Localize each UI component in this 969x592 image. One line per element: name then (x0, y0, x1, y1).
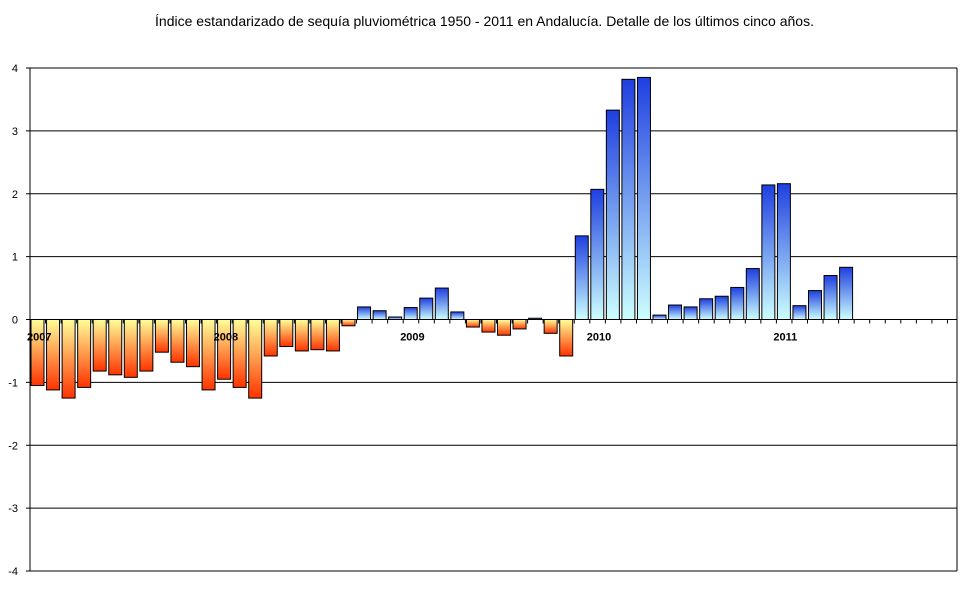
bar (170, 319, 185, 363)
bar (497, 319, 511, 336)
y-tick-label: 3 (12, 126, 18, 138)
bar (652, 314, 667, 321)
bar (139, 319, 154, 372)
bar (217, 319, 232, 380)
bar (61, 319, 76, 399)
bar (154, 319, 169, 353)
axes (26, 67, 958, 572)
bar (823, 274, 838, 320)
y-tick-label: 4 (12, 63, 18, 75)
bar (232, 319, 247, 388)
x-tick-label: 2011 (773, 332, 797, 344)
y-tick-label: -3 (8, 503, 18, 515)
bar (108, 319, 123, 376)
bar (357, 306, 372, 321)
bar (434, 287, 449, 320)
bar (668, 304, 683, 321)
bar (636, 76, 651, 321)
bar (512, 319, 527, 330)
bar (559, 319, 574, 357)
bar (201, 319, 216, 391)
tick-labels: 4 3 2 1 0 -1 -2 -3 -4 2007 2008 2009 2010 2011 (8, 63, 797, 578)
bar (403, 307, 418, 320)
bar (372, 310, 387, 321)
bar (388, 316, 403, 320)
bar (123, 319, 138, 378)
bar (92, 319, 107, 372)
y-tick-label: -4 (8, 566, 18, 578)
bar (30, 319, 45, 387)
bar (683, 306, 698, 321)
y-tick-label: 0 (12, 315, 18, 327)
bar (465, 319, 480, 328)
x-tick-label: 2010 (587, 332, 611, 344)
bar (325, 319, 340, 352)
bar (621, 78, 636, 320)
bars (30, 76, 854, 399)
bar (714, 295, 729, 320)
bar (46, 319, 61, 391)
y-tick-label: 1 (12, 252, 18, 264)
y-tick-label: -2 (8, 440, 18, 452)
y-tick-label: 2 (12, 189, 18, 201)
bar (839, 266, 854, 320)
bar (745, 268, 760, 321)
bar (590, 188, 605, 320)
bar (450, 311, 465, 321)
bar (248, 319, 263, 399)
chart-title: Índice estandarizado de sequía pluviomét… (155, 13, 814, 29)
bar (310, 319, 325, 351)
x-tick-label: 2007 (27, 332, 51, 344)
bar (808, 290, 822, 320)
bar (279, 319, 294, 348)
bar (699, 298, 714, 320)
bar (730, 286, 745, 320)
bar (186, 319, 200, 368)
bar (543, 319, 558, 334)
bar (528, 317, 543, 320)
bar (792, 305, 807, 321)
bar (481, 319, 496, 333)
x-tick-label: 2009 (400, 332, 424, 344)
bar (341, 319, 356, 327)
bar (761, 184, 776, 320)
bar (605, 109, 620, 320)
y-tick-label: -1 (8, 377, 18, 389)
bar (574, 235, 589, 321)
x-tick-label: 2008 (214, 332, 238, 344)
bar (263, 319, 278, 357)
bar (776, 183, 791, 320)
bar (77, 319, 92, 388)
bar (294, 319, 309, 352)
bar (419, 297, 434, 320)
